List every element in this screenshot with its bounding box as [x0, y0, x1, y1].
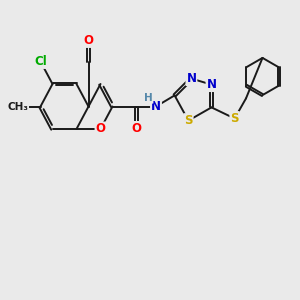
Text: S: S — [184, 114, 193, 127]
Text: O: O — [83, 34, 94, 47]
Text: CH₃: CH₃ — [8, 101, 29, 112]
Text: N: N — [151, 100, 161, 113]
Text: S: S — [230, 112, 239, 125]
Text: N: N — [186, 72, 197, 85]
Text: O: O — [131, 122, 142, 135]
Text: H: H — [144, 93, 153, 103]
Text: O: O — [95, 122, 106, 136]
Text: Cl: Cl — [34, 55, 47, 68]
Text: N: N — [206, 78, 217, 91]
